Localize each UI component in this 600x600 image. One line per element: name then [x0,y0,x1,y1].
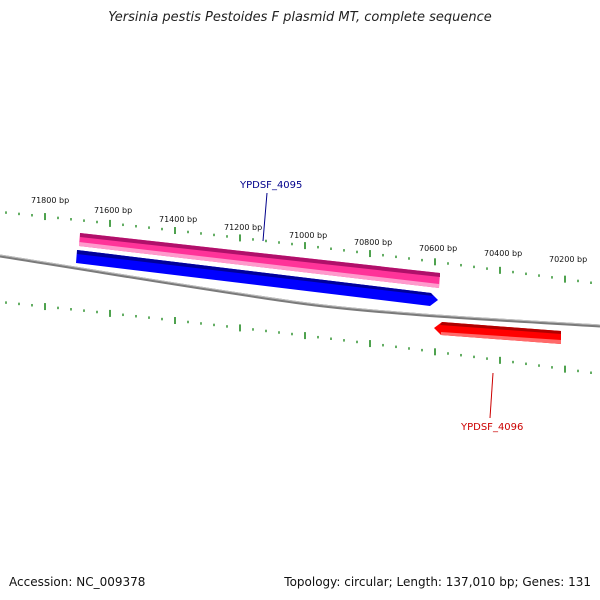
ruler-label: 71200 bp [224,223,262,232]
feature-pink[interactable] [79,233,440,288]
leader-line-ypdsf-4095 [262,192,268,242]
ruler-label: 70600 bp [419,244,457,253]
backbone-highlight [0,254,600,326]
outer-tick-ring [5,211,592,284]
backbone-circle [0,254,600,328]
map-title: Yersinia pestis Pestoides F plasmid MT, … [108,10,492,25]
leader-line-ypdsf-4096 [489,372,494,419]
ruler-label: 71000 bp [289,231,327,240]
ruler-label: 70400 bp [484,249,522,258]
gene-ypdsf-4096[interactable] [434,322,561,344]
gene-label-ypdsf-4096: YPDSF_4096 [460,422,523,433]
gene-ypdsf-4095[interactable] [76,250,438,306]
ruler-label: 70200 bp [549,255,587,264]
ruler-label: 70800 bp [354,238,392,247]
ruler-label: 71600 bp [94,206,132,215]
ruler-labels: 71800 bp 71600 bp 71400 bp 71200 bp 7100… [31,196,587,264]
gene-label-ypdsf-4095: YPDSF_4095 [239,180,302,191]
inner-tick-ring [5,301,592,374]
accession-label: Accession: NC_009378 [9,575,146,589]
ruler-label: 71800 bp [31,196,69,205]
sequence-summary: Topology: circular; Length: 137,010 bp; … [284,575,591,589]
ruler-label: 71400 bp [159,215,197,224]
